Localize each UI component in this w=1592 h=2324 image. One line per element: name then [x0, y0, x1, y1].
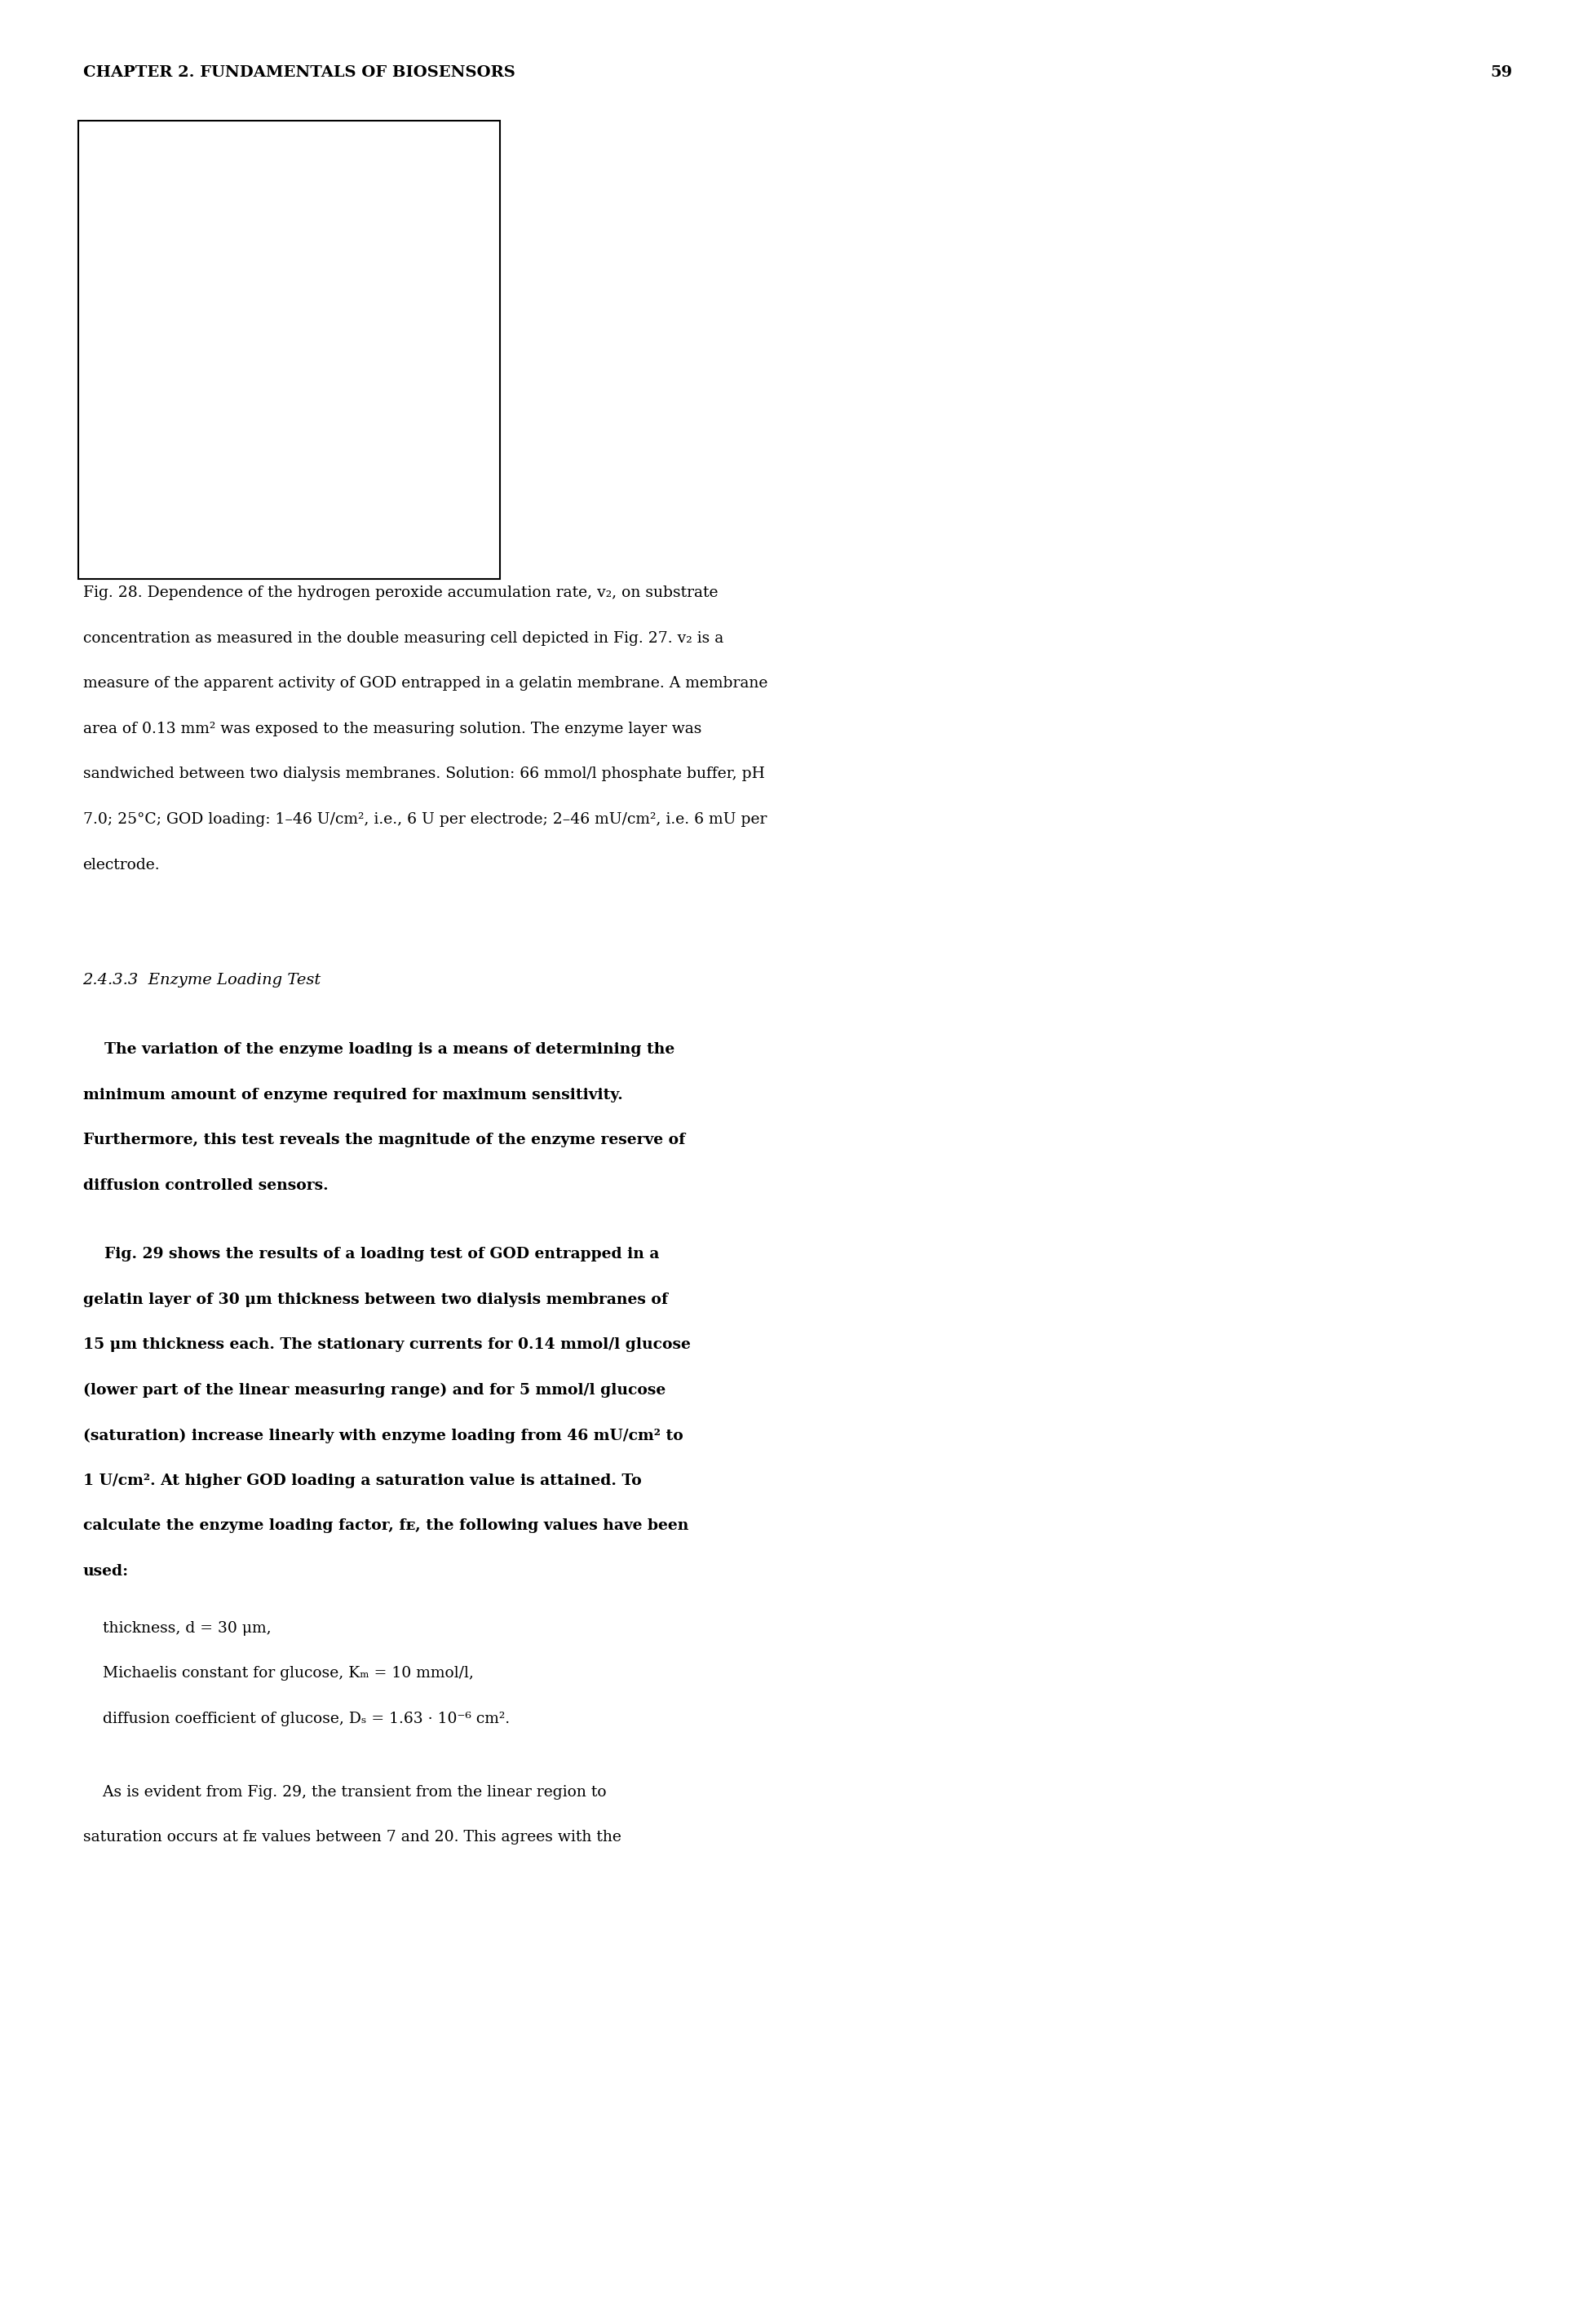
Text: 1: 1: [282, 207, 293, 221]
Text: used:: used:: [83, 1564, 129, 1578]
Text: electrode.: electrode.: [83, 858, 159, 872]
Text: concentration as measured in the double measuring cell depicted in Fig. 27. v₂ i: concentration as measured in the double …: [83, 632, 723, 646]
Text: sandwiched between two dialysis membranes. Solution: 66 mmol/l phosphate buffer,: sandwiched between two dialysis membrane…: [83, 767, 764, 781]
Text: minimum amount of enzyme required for maximum sensitivity.: minimum amount of enzyme required for ma…: [83, 1088, 622, 1102]
Text: 1 U/cm². At higher GOD loading a saturation value is attained. To: 1 U/cm². At higher GOD loading a saturat…: [83, 1473, 642, 1487]
Text: calculate the enzyme loading factor, fᴇ, the following values have been: calculate the enzyme loading factor, fᴇ,…: [83, 1520, 688, 1534]
Text: 15 μm thickness each. The stationary currents for 0.14 mmol/l glucose: 15 μm thickness each. The stationary cur…: [83, 1339, 691, 1353]
Y-axis label: v₂(nmol/min): v₂(nmol/min): [148, 304, 162, 390]
Text: gelatin layer of 30 μm thickness between two dialysis membranes of: gelatin layer of 30 μm thickness between…: [83, 1292, 667, 1306]
Text: Michaelis constant for glucose, Kₘ = 10 mmol/l,: Michaelis constant for glucose, Kₘ = 10 …: [83, 1666, 473, 1680]
Text: Fig. 29 shows the results of a loading test of GOD entrapped in a: Fig. 29 shows the results of a loading t…: [83, 1248, 659, 1262]
Text: The variation of the enzyme loading is a means of determining the: The variation of the enzyme loading is a…: [83, 1043, 675, 1057]
Text: 7.0; 25°C; GOD loading: 1–46 U/cm², i.e., 6 U per electrode; 2–46 mU/cm², i.e. 6: 7.0; 25°C; GOD loading: 1–46 U/cm², i.e.…: [83, 813, 766, 827]
Text: 59: 59: [1490, 65, 1512, 79]
Text: diffusion controlled sensors.: diffusion controlled sensors.: [83, 1178, 328, 1192]
Text: area of 0.13 mm² was exposed to the measuring solution. The enzyme layer was: area of 0.13 mm² was exposed to the meas…: [83, 720, 702, 737]
Text: thickness, d = 30 μm,: thickness, d = 30 μm,: [83, 1622, 271, 1636]
Text: (saturation) increase linearly with enzyme loading from 46 mU/cm² to: (saturation) increase linearly with enzy…: [83, 1429, 683, 1443]
Text: 2: 2: [363, 400, 374, 414]
Text: As is evident from Fig. 29, the transient from the linear region to: As is evident from Fig. 29, the transien…: [83, 1785, 607, 1799]
Text: diffusion coefficient of glucose, Dₛ = 1.63 · 10⁻⁶ cm².: diffusion coefficient of glucose, Dₛ = 1…: [83, 1713, 509, 1727]
Text: (lower part of the linear measuring range) and for 5 mmol/l glucose: (lower part of the linear measuring rang…: [83, 1383, 665, 1397]
Text: CHAPTER 2. FUNDAMENTALS OF BIOSENSORS: CHAPTER 2. FUNDAMENTALS OF BIOSENSORS: [83, 65, 514, 79]
Text: saturation occurs at fᴇ values between 7 and 20. This agrees with the: saturation occurs at fᴇ values between 7…: [83, 1831, 621, 1845]
X-axis label: glucose (mmol/l): glucose (mmol/l): [272, 551, 387, 565]
Text: Furthermore, this test reveals the magnitude of the enzyme reserve of: Furthermore, this test reveals the magni…: [83, 1134, 685, 1148]
Text: Fig. 28. Dependence of the hydrogen peroxide accumulation rate, v₂, on substrate: Fig. 28. Dependence of the hydrogen pero…: [83, 586, 718, 600]
Text: 2.4.3.3  Enzyme Loading Test: 2.4.3.3 Enzyme Loading Test: [83, 974, 322, 988]
Text: measure of the apparent activity of GOD entrapped in a gelatin membrane. A membr: measure of the apparent activity of GOD …: [83, 676, 767, 690]
